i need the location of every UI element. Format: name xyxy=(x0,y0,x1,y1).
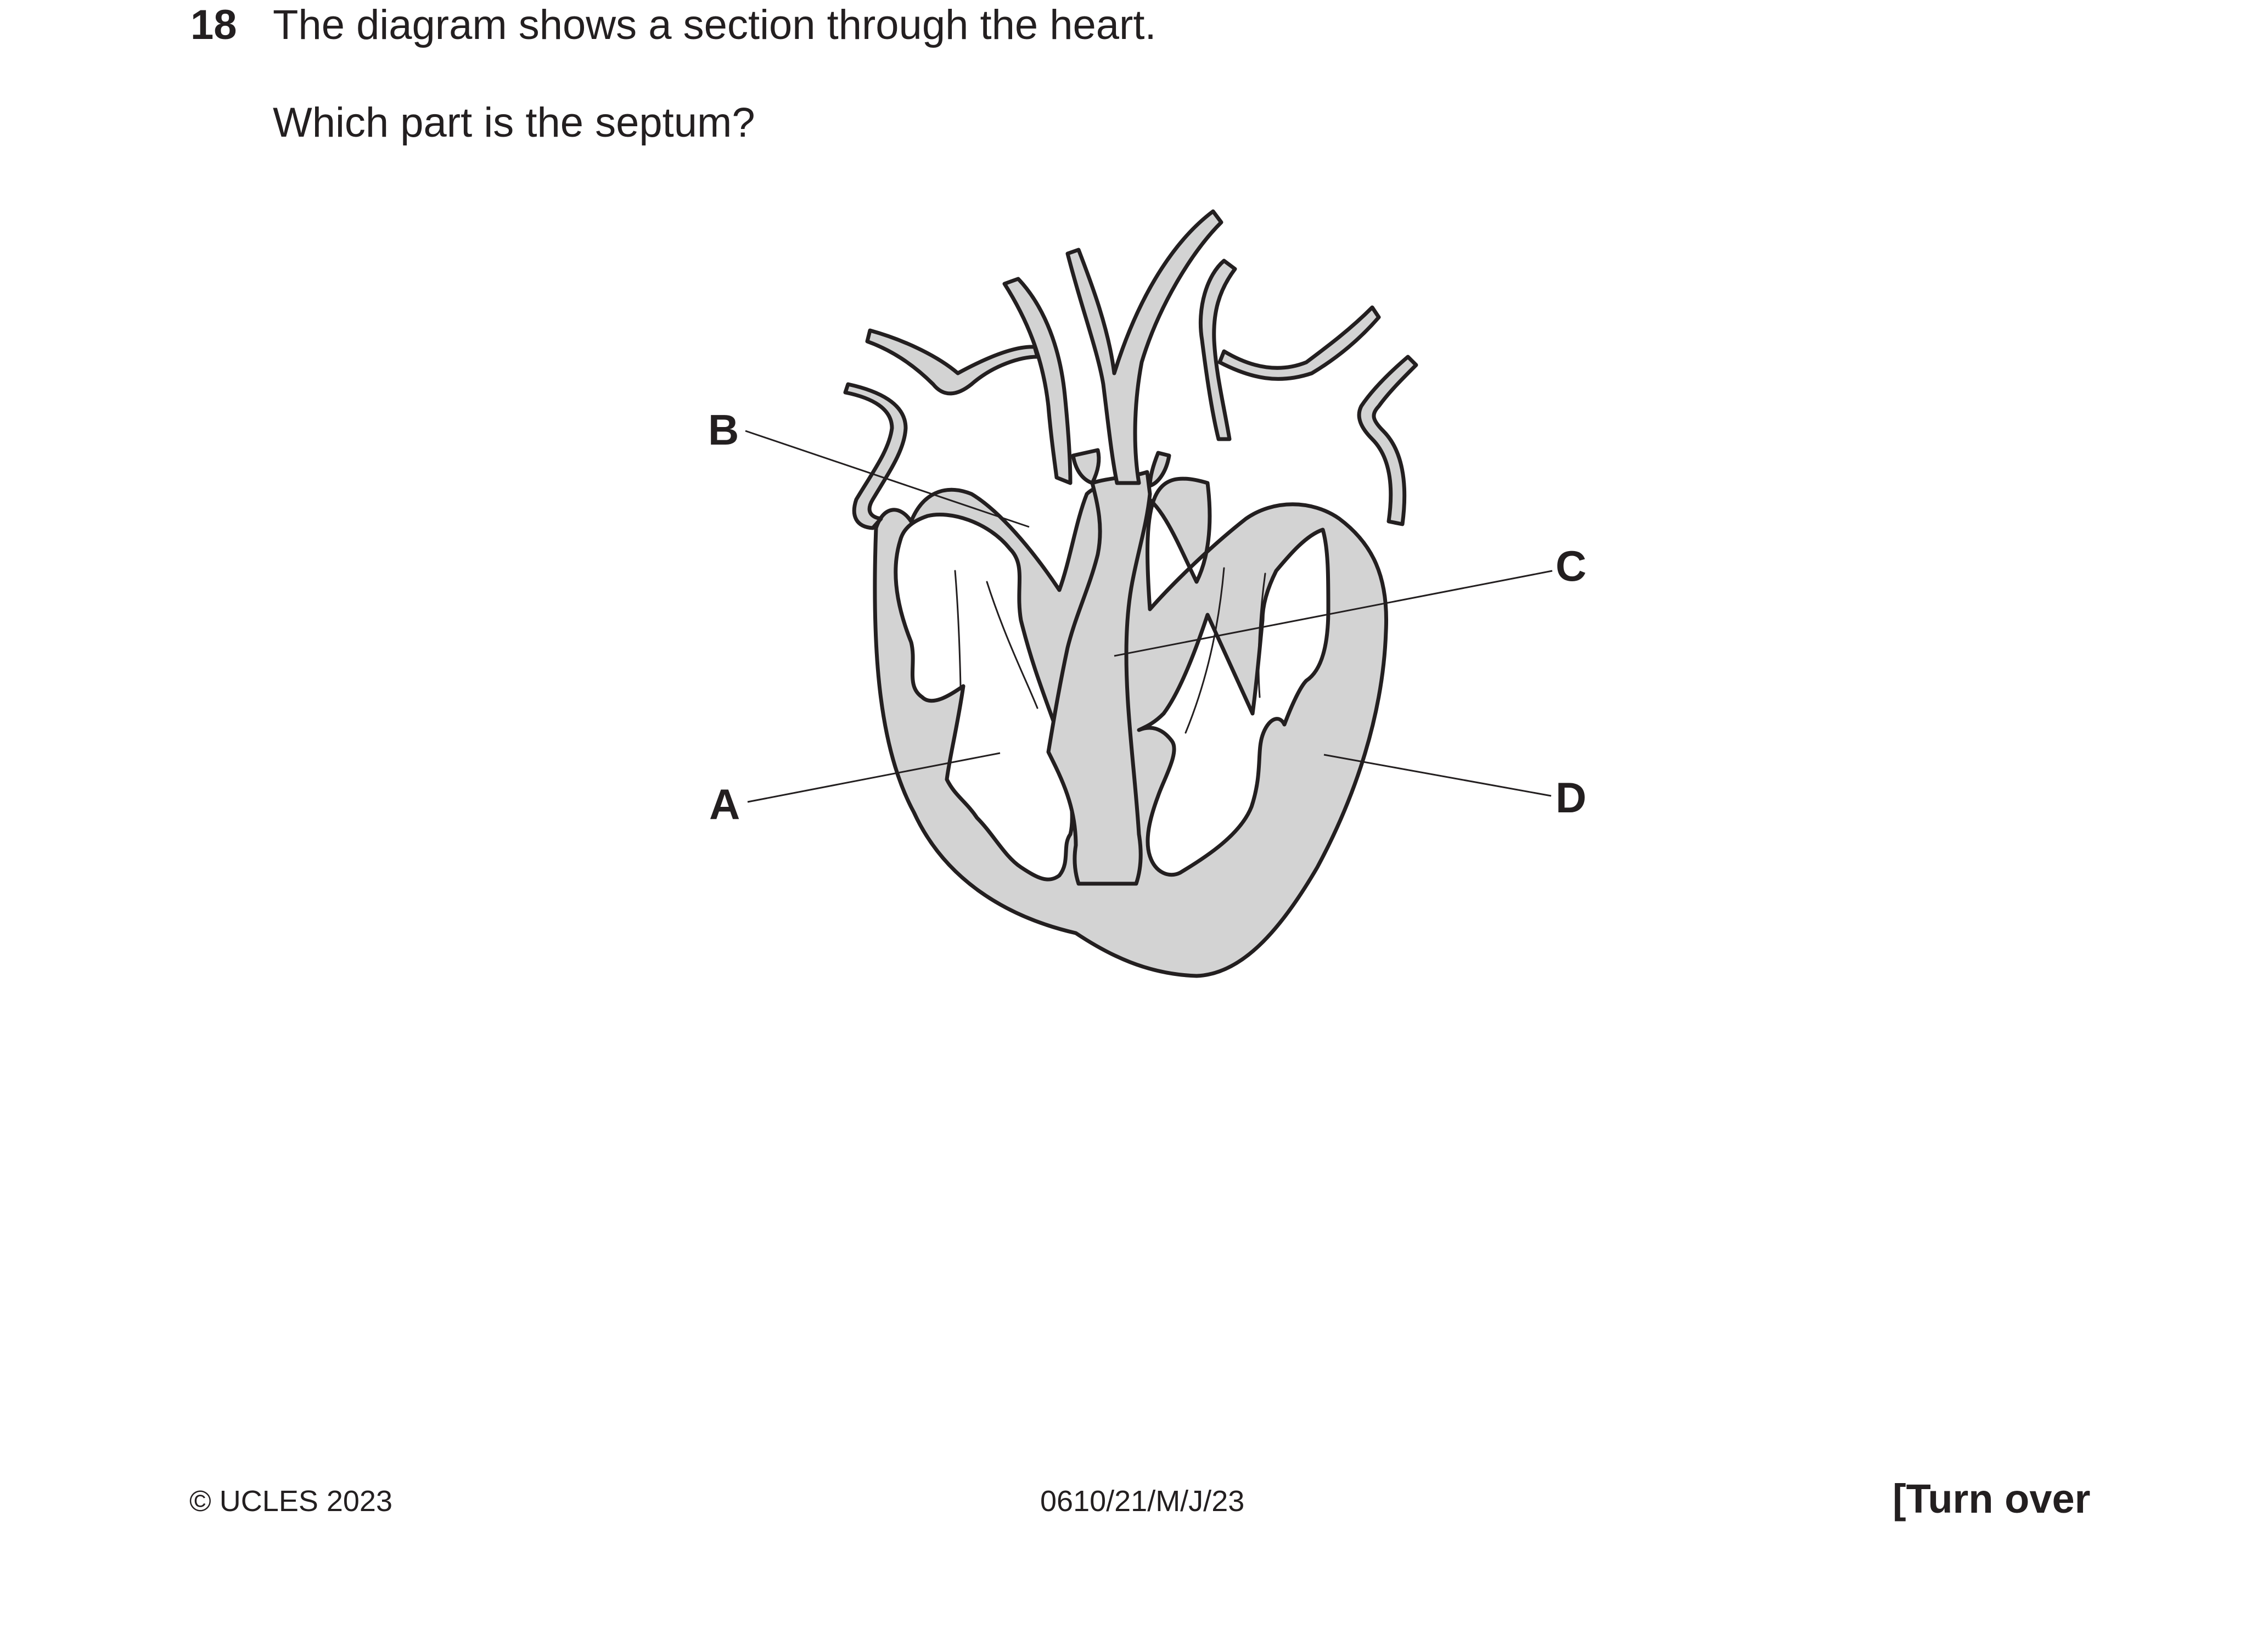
valve-line-left-atrioventricular xyxy=(1184,567,1225,734)
right-ventricle-cavity xyxy=(894,513,1074,882)
valve-line-right-chamber xyxy=(954,570,962,687)
valve-line-left-chamber xyxy=(1257,572,1266,698)
footer-turn-over: [Turn over xyxy=(1893,1476,2091,1522)
question-number: 18 xyxy=(190,2,237,48)
label-a: A xyxy=(709,780,740,828)
pulmonary-valve-cusp xyxy=(1148,451,1171,488)
vessel-aorta xyxy=(1065,209,1223,485)
left-ventricle-cavity xyxy=(1137,527,1331,877)
leader-line-a xyxy=(747,752,1001,803)
heart-illustration xyxy=(843,209,1418,978)
label-c: C xyxy=(1556,542,1586,590)
aortic-valve-cusp xyxy=(1071,448,1101,485)
leader-line-d xyxy=(1323,754,1552,797)
label-leaders xyxy=(745,430,1553,803)
footer-paper-code: 0610/21/M/J/23 xyxy=(1040,1485,1245,1518)
vessel-pulmonary-artery xyxy=(1002,277,1073,485)
vessel-left-atrium-vein xyxy=(1357,355,1418,526)
vessel-superior-vena-cava xyxy=(843,382,908,530)
vessel-pulmonary-vein-right xyxy=(1198,259,1237,441)
septum xyxy=(1046,470,1152,886)
footer-copyright: © UCLES 2023 xyxy=(189,1485,392,1518)
leader-line-c xyxy=(1114,570,1553,657)
question-stem: The diagram shows a section through the … xyxy=(273,2,1157,48)
vessel-pulmonary-vein-left xyxy=(1217,305,1381,381)
vessel-pulmonary-left xyxy=(865,328,1040,396)
label-b: B xyxy=(708,406,739,454)
leader-line-b xyxy=(745,430,1030,528)
question-prompt: Which part is the septum? xyxy=(273,99,755,146)
label-d: D xyxy=(1556,773,1586,822)
valve-line-right-atrioventricular xyxy=(986,581,1038,709)
